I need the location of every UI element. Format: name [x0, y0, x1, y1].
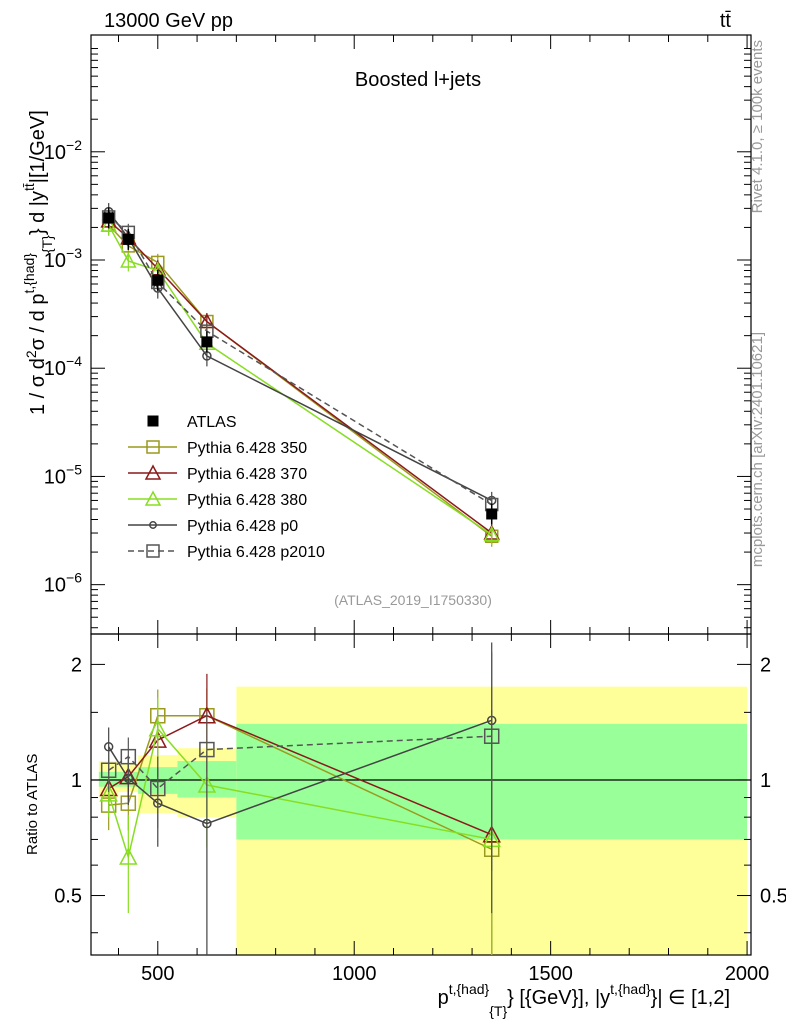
ratio-y-tick-label-left: 2 [71, 654, 82, 676]
ratio-plot-frame [90, 633, 752, 956]
ratio-y-axis-label: Ratio to ATLAS [24, 754, 41, 855]
ratio-y-tick-label-left: 0.5 [54, 886, 82, 908]
axis-ticks [91, 35, 751, 955]
plot-title: Boosted l+jets [355, 69, 481, 91]
axis-tick-labels: 500 1000 1500 2000 10−2 10−3 10−4 10−5 10−6 0.5 0.… [44, 137, 786, 985]
legend-label-2: Pythia 6.428 380 [187, 492, 307, 509]
data-point [486, 508, 498, 520]
x-tick-label: 2000 [725, 963, 770, 985]
energy-label: 13000 GeV pp [104, 10, 233, 32]
ratio-uncertainty-bands [91, 686, 751, 955]
ratio-marker [119, 847, 138, 865]
process-label: tt̄ [720, 10, 732, 32]
legend-label-1: Pythia 6.428 370 [187, 466, 307, 483]
analysis-id: (ATLAS_2019_I1750330) [334, 592, 492, 608]
main-marker [483, 526, 500, 542]
y-tick-label: 10−3 [44, 245, 82, 272]
legend-label-4: Pythia 6.428 p2010 [187, 544, 325, 561]
x-tick-label: 1000 [332, 963, 377, 985]
y-tick-label: 10−2 [44, 137, 82, 164]
ratio-marker [100, 762, 117, 779]
main-marker [100, 216, 117, 232]
ratio-marker [483, 728, 500, 744]
ratio-marker [148, 719, 168, 737]
ratio-marker [99, 784, 118, 802]
data-point [103, 212, 115, 224]
legend-data-marker [147, 415, 159, 427]
legend-label-atlas: ATLAS [187, 414, 237, 431]
ratio-series [99, 642, 501, 955]
y-tick-label: 10−5 [44, 461, 82, 488]
data-point [201, 336, 213, 348]
ratio-marker [199, 741, 215, 758]
main-line-4 [108, 216, 493, 506]
main-series [100, 203, 500, 547]
legend-marker-4 [146, 544, 160, 558]
y-axis-label: 1 / σ d2σ / d pt,{had}{T}} d |ytt̄|[1/Ge… [21, 110, 55, 415]
data-point [152, 274, 164, 286]
main-line-3 [108, 211, 493, 502]
y-tick-label: 10−4 [44, 353, 82, 380]
legend: ATLAS Pythia 6.428 350 Pythia 6.428 370 Pyt… [128, 414, 325, 561]
source-label: mcplots.cern.ch [arXiv:2401.10621] [749, 332, 766, 567]
ratio-y-tick-label-right: 1 [760, 770, 771, 792]
ratio-marker [103, 742, 114, 752]
legend-marker-2 [144, 490, 162, 506]
legend-marker-3 [149, 521, 157, 529]
x-tick-label: 500 [141, 963, 174, 985]
main-line-1 [108, 220, 493, 534]
legend-marker-1 [144, 464, 162, 480]
legend-label-3: Pythia 6.428 p0 [187, 518, 298, 535]
ratio-marker [202, 818, 212, 829]
rivet-version-label: Rivet 4.1.0, ≥ 100k events [749, 40, 766, 213]
ratio-marker [150, 780, 166, 797]
x-axis-label: pt,{had}{T}} [{GeV}], |yt,{had}}| ∈ [1,2… [438, 981, 730, 1019]
legend-label-0: Pythia 6.428 350 [187, 440, 307, 457]
ratio-y-tick-label-right: 0.5 [760, 886, 786, 908]
legend-marker-0 [146, 440, 160, 454]
ratio-y-tick-label-left: 1 [71, 770, 82, 792]
x-tick-label: 1500 [528, 963, 573, 985]
ratio-marker [120, 748, 137, 765]
main-marker [120, 252, 137, 268]
data-point [122, 233, 134, 245]
y-tick-label: 10−6 [44, 570, 82, 597]
ratio-y-tick-label-right: 2 [760, 654, 771, 676]
